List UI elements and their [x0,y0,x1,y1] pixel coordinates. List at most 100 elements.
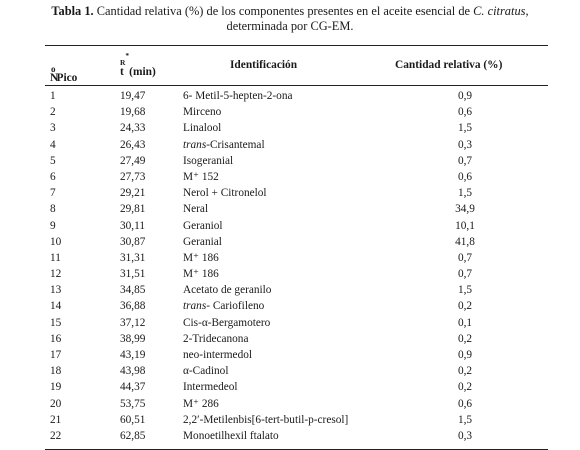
cell-compound-name: α-Cadinol [183,365,229,378]
cell-retention-time: 62,85 [120,429,146,442]
table-row: 2 19,68 Mirceno 0,6 [45,104,548,120]
cell-identificacion: 6- Metil-5-hepten-2-ona [183,88,292,104]
cell-identificacion: M⁺ 152 [183,169,219,185]
cell-identificacion: Acetato de geranilo [183,282,271,298]
table-row: 15 37,12 Cis-α-Bergamotero 0,1 [45,315,548,331]
cell-identificacion: trans- Cariofileno [183,298,264,314]
cell-pico: 15 [50,316,62,329]
caption-species: C. citratus [473,4,526,18]
header-pico-sub: o [51,64,56,74]
cell-cantidad: 10,1 [455,219,475,232]
cell-retention-time: 38,99 [120,332,146,345]
table-row: 10 30,87 Geranial 41,8 [45,234,548,250]
cell-retention-time: 36,88 [120,300,146,313]
cell-cantidad: 0,2 [457,300,473,313]
caption-label: Tabla 1. [51,4,94,18]
header-tr-sub: R [120,58,126,67]
cell-pico: 18 [50,365,62,378]
cell-cantidad: 1,5 [457,187,473,200]
cell-pico: 1 [50,90,56,102]
cell-cantidad: 41,8 [455,235,475,248]
cell-retention-time: 43,19 [120,349,146,361]
cell-pico: 19 [50,381,62,394]
cell-compound-name: Isogeranial [183,154,234,167]
table-row: 1 19,47 6- Metil-5-hepten-2-ona 0,9 [45,88,548,104]
caption-line-2: determinada por CG-EM. [226,19,354,33]
table-row: 7 29,21 Nerol + Citronelol 1,5 [45,185,548,201]
cell-compound-name: Linalool [183,122,222,135]
table-row: 13 34,85 Acetato de geranilo 1,5 [45,282,548,298]
cell-compound-name: neo-intermedol [183,349,253,361]
cell-cantidad: 0,6 [457,106,473,119]
cell-identificacion: α-Cadinol [183,363,228,379]
caption-text-before: Cantidad relativa (%) de los componentes… [93,4,474,18]
cell-compound-name: -Crisantemal [206,138,265,151]
cell-prefix: trans [183,138,207,151]
cell-identificacion: Cis-α-Bergamotero [183,315,270,331]
header-identificacion: Identificación [230,59,298,71]
table-row: 5 27,49 Isogeranial 0,7 [45,153,548,169]
cell-identificacion: neo-intermedol [183,347,252,363]
cell-retention-time: 24,33 [120,122,146,135]
cell-compound-name: Geranial [183,235,222,248]
cell-pico: 13 [50,284,62,297]
cell-cantidad: 34,9 [455,203,475,216]
cell-compound-name: 6- Metil-5-hepten-2-ona [183,90,293,102]
cell-identificacion: trans-Crisantemal [183,137,265,153]
cell-cantidad: 1,5 [457,122,473,135]
cell-pico: 20 [50,397,62,410]
cell-compound-name: Monoetilhexil ftalato [183,429,279,442]
cell-identificacion: Geraniol [183,218,223,234]
cell-retention-time: 31,51 [120,268,146,281]
cell-retention-time: 29,81 [120,203,146,216]
cell-cantidad: 0,3 [457,429,473,442]
cell-pico: 17 [50,349,62,361]
table-row: 6 27,73 M⁺ 152 0,6 [45,169,548,185]
cell-identificacion: M⁺ 186 [183,266,219,282]
table-row: 3 24,33 Linalool 1,5 [45,120,548,136]
table-header-rule [45,85,548,86]
table-top-rule [45,45,548,46]
cell-identificacion: M⁺ 286 [183,396,219,412]
table-row: 14 36,88 trans- Cariofileno 0,2 [45,298,548,314]
header-tr-t: t [120,66,124,78]
cell-compound-name: Mirceno [183,106,222,119]
cell-cantidad: 0,1 [457,316,473,329]
cell-cantidad: 0,9 [457,90,473,102]
table-row: 9 30,11 Geraniol 10,1 [45,218,548,234]
cell-retention-time: 53,75 [120,397,146,410]
cell-retention-time: 26,43 [120,138,146,151]
cell-cantidad: 0,3 [457,138,473,151]
header-tr-sup: * [125,51,130,60]
cell-prefix: trans [183,300,207,313]
table-caption: Tabla 1. Cantidad relativa (%) de los co… [0,4,580,34]
cell-identificacion: Geranial [183,234,222,250]
cell-retention-time: 60,51 [120,413,146,426]
cell-retention-time: 19,47 [120,90,146,102]
cell-cantidad: 0,2 [457,332,473,345]
cell-identificacion: Neral [183,201,208,217]
cell-cantidad: 0,9 [457,349,473,361]
table-row: 8 29,81 Neral 34,9 [45,201,548,217]
cell-cantidad: 0,2 [457,381,473,394]
cell-pico: 10 [50,235,62,248]
cell-pico: 16 [50,332,62,345]
table-row: 11 31,31 M⁺ 186 0,7 [45,250,548,266]
table-row: 18 43,98 α-Cadinol 0,2 [45,363,548,379]
cell-retention-time: 29,21 [120,187,146,200]
cell-pico: 4 [50,138,56,151]
cell-identificacion: 2,2′-Metilenbis[6-tert-butil-p-cresol] [183,412,348,428]
cell-retention-time: 27,73 [120,170,146,183]
cell-compound-name: Intermedeol [183,381,238,394]
cell-compound-name: - Cariofileno [206,300,265,313]
cell-compound-name: Geraniol [183,219,223,232]
cell-pico: 11 [50,251,61,264]
cell-retention-time: 31,31 [120,251,146,264]
cell-pico: 2 [50,106,56,119]
cell-pico: 14 [50,300,62,313]
cell-retention-time: 30,11 [120,219,145,232]
table-row: 21 60,51 2,2′-Metilenbis[6-tert-butil-p-cr… [45,412,548,428]
cell-compound-name: M⁺ 152 [183,170,219,183]
caption-line-1: Tabla 1. Cantidad relativa (%) de los co… [0,4,580,19]
